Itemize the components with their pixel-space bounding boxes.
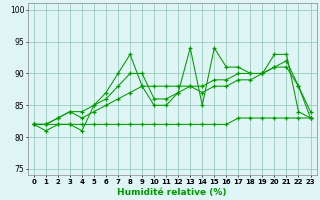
X-axis label: Humidité relative (%): Humidité relative (%) (117, 188, 227, 197)
